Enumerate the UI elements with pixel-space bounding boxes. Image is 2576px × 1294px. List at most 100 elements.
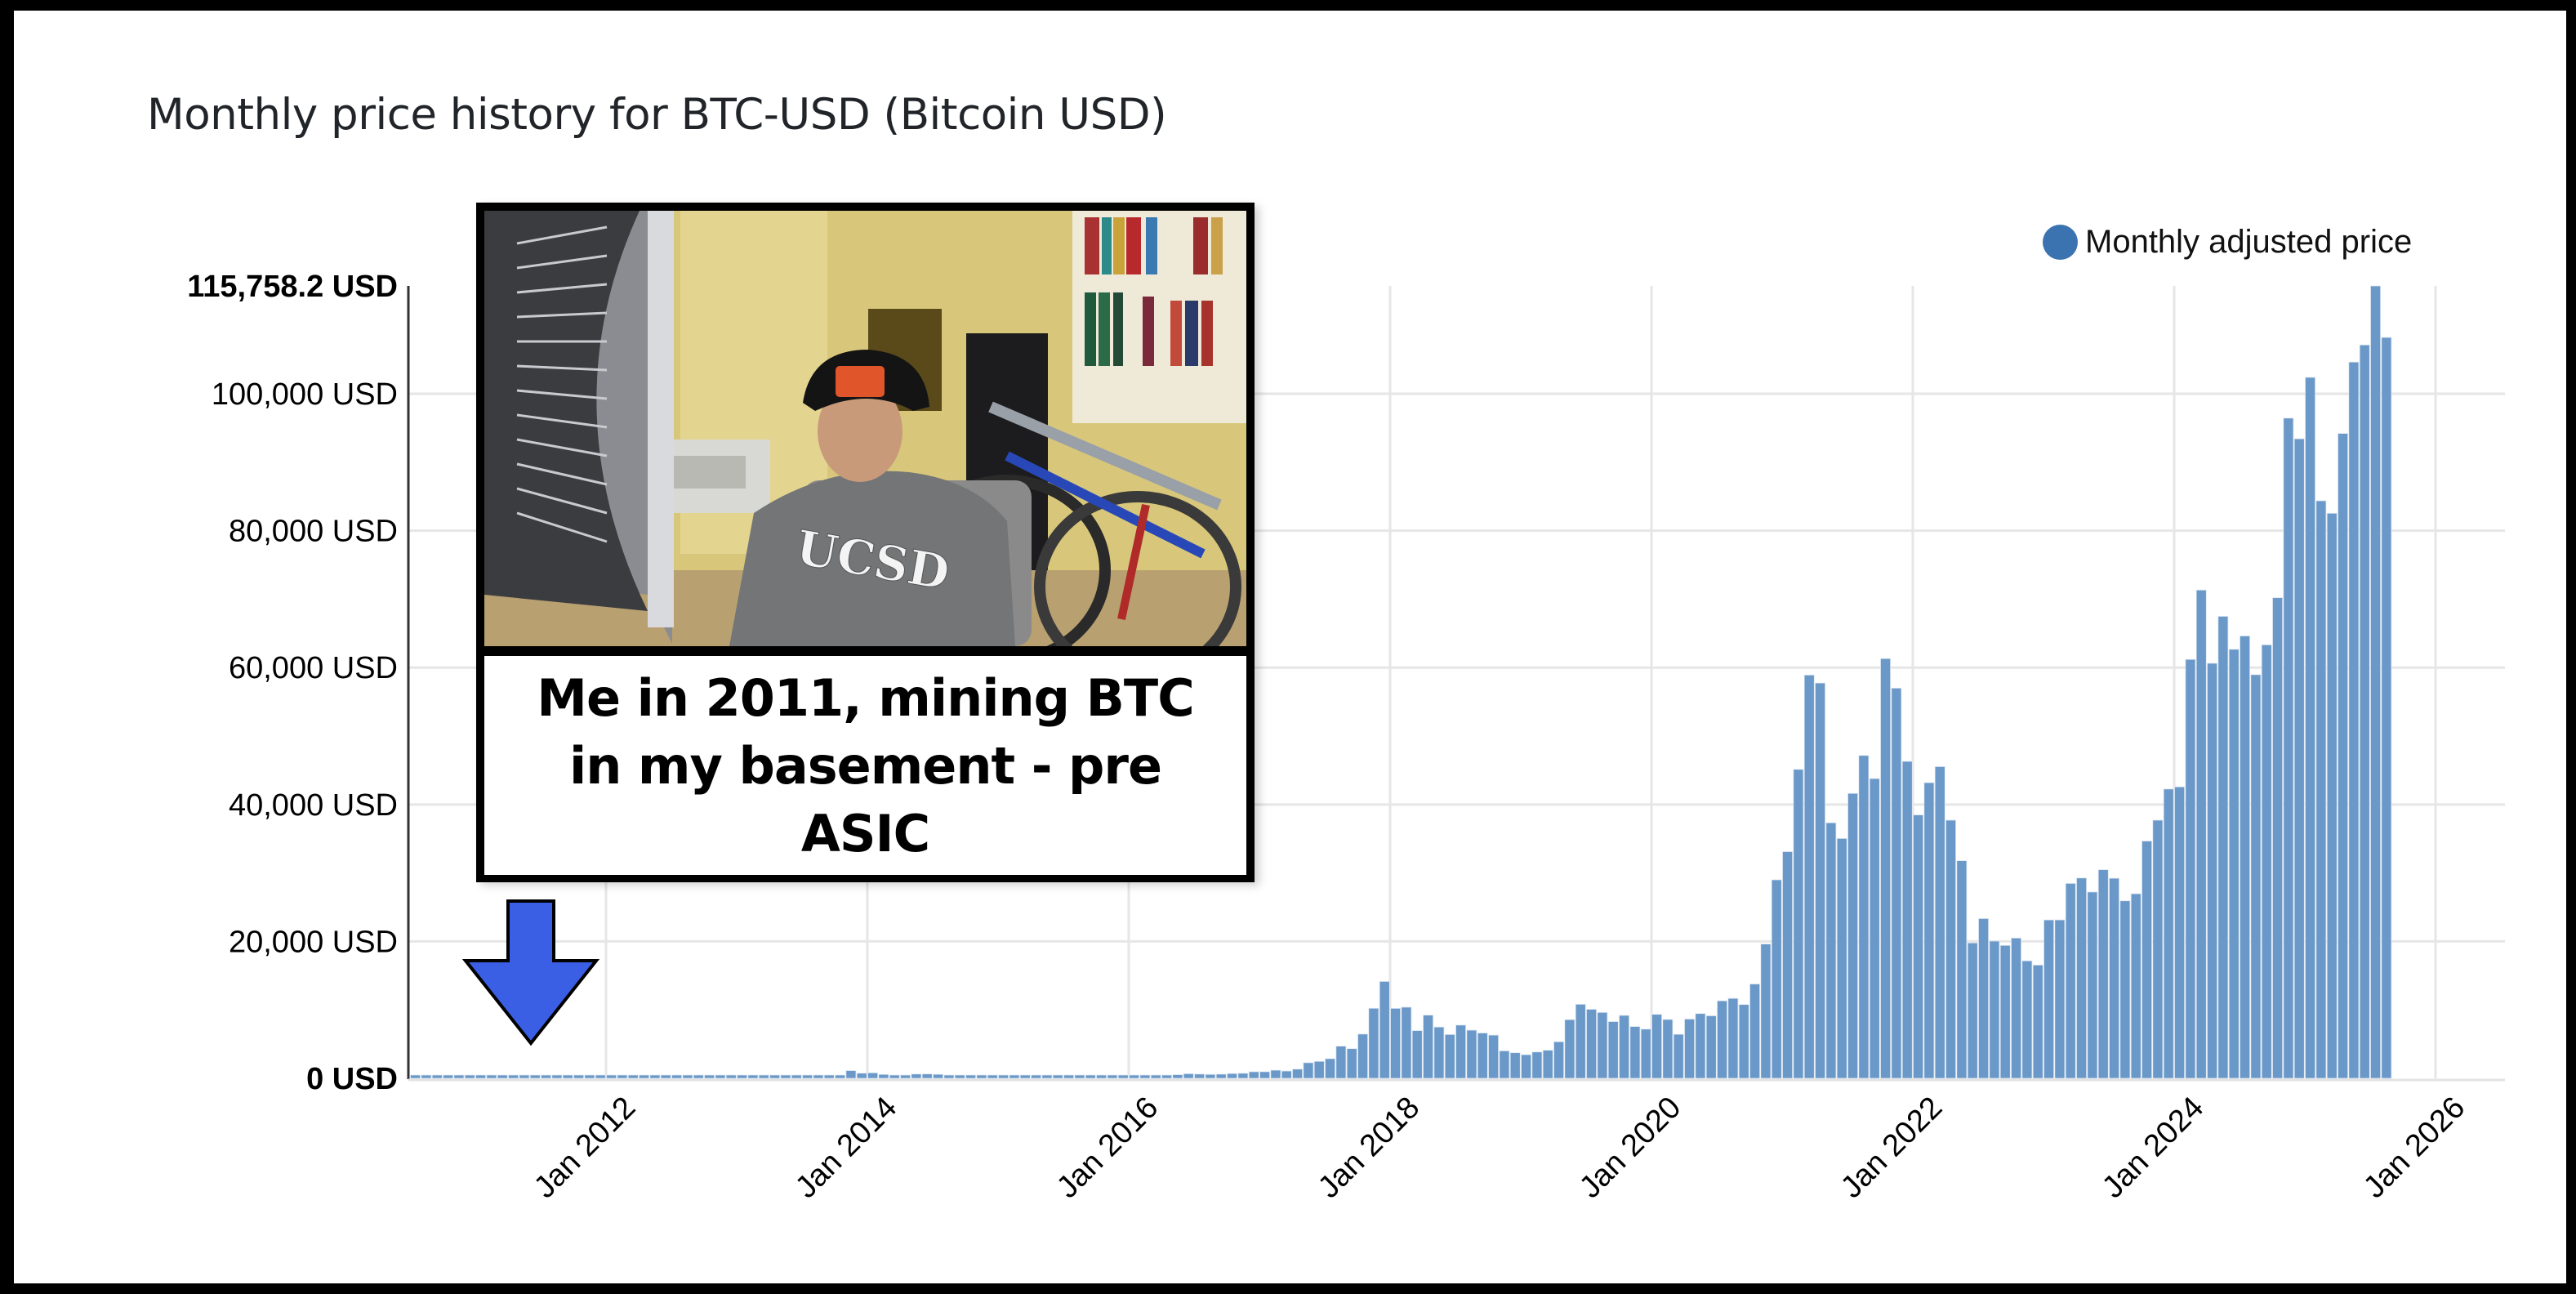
price-bar[interactable]	[856, 1073, 867, 1079]
price-bar[interactable]	[1270, 1069, 1281, 1079]
price-bar[interactable]	[1031, 1074, 1042, 1079]
price-bar[interactable]	[2119, 900, 2131, 1079]
price-bar[interactable]	[1738, 1004, 1749, 1079]
price-bar[interactable]	[529, 1074, 541, 1079]
price-bar[interactable]	[1227, 1073, 1238, 1079]
price-bar[interactable]	[1901, 761, 1913, 1079]
price-bar[interactable]	[1542, 1050, 1553, 1079]
price-bar[interactable]	[1346, 1048, 1357, 1079]
price-bar[interactable]	[1575, 1003, 1586, 1079]
price-bar[interactable]	[1107, 1074, 1118, 1079]
price-bar[interactable]	[835, 1074, 846, 1079]
price-bar[interactable]	[421, 1074, 432, 1079]
price-bar[interactable]	[2087, 891, 2098, 1079]
price-bar[interactable]	[1281, 1070, 1292, 1079]
price-bar[interactable]	[1869, 778, 1880, 1079]
price-bar[interactable]	[758, 1074, 769, 1079]
price-bar[interactable]	[769, 1074, 781, 1079]
price-bar[interactable]	[1379, 980, 1390, 1079]
price-bar[interactable]	[1433, 1026, 1445, 1079]
price-bar[interactable]	[2338, 433, 2349, 1079]
price-bar[interactable]	[1509, 1052, 1521, 1079]
price-bar[interactable]	[551, 1074, 563, 1079]
price-bar[interactable]	[541, 1074, 552, 1079]
price-bar[interactable]	[606, 1074, 617, 1079]
price-bar[interactable]	[2130, 893, 2141, 1079]
price-bar[interactable]	[1815, 682, 1826, 1079]
price-bar[interactable]	[1117, 1074, 1129, 1079]
price-bar[interactable]	[1717, 1000, 1728, 1079]
price-bar[interactable]	[1880, 658, 1892, 1079]
price-bar[interactable]	[900, 1074, 911, 1079]
price-bar[interactable]	[1477, 1033, 1488, 1079]
price-bar[interactable]	[2348, 361, 2360, 1079]
price-bar[interactable]	[2152, 819, 2164, 1079]
price-bar[interactable]	[2097, 869, 2109, 1079]
price-bar[interactable]	[2315, 500, 2327, 1079]
price-bar[interactable]	[2021, 960, 2033, 1079]
price-bar[interactable]	[725, 1074, 737, 1079]
price-bar[interactable]	[1183, 1073, 1194, 1079]
price-bar[interactable]	[1847, 792, 1859, 1079]
price-bar[interactable]	[802, 1074, 813, 1079]
price-bar[interactable]	[1150, 1074, 1161, 1079]
price-bar[interactable]	[1390, 1007, 1402, 1079]
price-bar[interactable]	[1749, 984, 1761, 1079]
price-bar[interactable]	[2305, 377, 2316, 1079]
price-bar[interactable]	[2381, 337, 2392, 1079]
price-bar[interactable]	[791, 1074, 802, 1079]
price-bar[interactable]	[1803, 674, 1815, 1079]
price-bar[interactable]	[1923, 782, 1935, 1079]
price-bar[interactable]	[1891, 687, 1902, 1079]
price-bar[interactable]	[1444, 1033, 1455, 1079]
price-bar[interactable]	[2283, 417, 2294, 1079]
price-bar[interactable]	[911, 1073, 922, 1079]
price-bar[interactable]	[1793, 769, 1804, 1079]
price-bar[interactable]	[2359, 344, 2370, 1079]
price-bar[interactable]	[2076, 877, 2088, 1079]
price-bar[interactable]	[1401, 1006, 1412, 1079]
price-bar[interactable]	[715, 1074, 726, 1079]
price-bar[interactable]	[921, 1073, 933, 1079]
price-bar[interactable]	[562, 1074, 573, 1079]
price-bar[interactable]	[1999, 944, 2011, 1079]
price-bar[interactable]	[943, 1074, 955, 1079]
price-bar[interactable]	[1041, 1074, 1053, 1079]
price-bar[interactable]	[410, 1074, 421, 1079]
price-bar[interactable]	[1052, 1074, 1063, 1079]
price-bar[interactable]	[1488, 1034, 1500, 1079]
price-bar[interactable]	[1325, 1058, 1336, 1079]
price-bar[interactable]	[573, 1074, 585, 1079]
price-bar[interactable]	[2185, 658, 2196, 1079]
price-bar[interactable]	[1205, 1073, 1216, 1079]
price-bar[interactable]	[1705, 1015, 1717, 1079]
price-bar[interactable]	[671, 1074, 683, 1079]
price-bar[interactable]	[1913, 814, 1924, 1079]
price-bar[interactable]	[1760, 944, 1772, 1079]
price-bar[interactable]	[1771, 879, 1782, 1079]
price-bar[interactable]	[933, 1073, 944, 1079]
price-bar[interactable]	[1978, 918, 1990, 1079]
price-bar[interactable]	[1161, 1074, 1173, 1079]
price-bar[interactable]	[1967, 942, 1978, 1079]
price-bar[interactable]	[1521, 1054, 1532, 1079]
price-bar[interactable]	[2250, 674, 2262, 1079]
price-bar[interactable]	[497, 1074, 508, 1079]
price-bar[interactable]	[747, 1074, 759, 1079]
price-bar[interactable]	[1096, 1074, 1108, 1079]
price-bar[interactable]	[998, 1074, 1009, 1079]
price-bar[interactable]	[1455, 1024, 1467, 1079]
price-bar[interactable]	[1215, 1073, 1227, 1079]
price-bar[interactable]	[965, 1074, 977, 1079]
price-bar[interactable]	[2141, 841, 2153, 1079]
price-bar[interactable]	[1607, 1021, 1619, 1079]
price-bar[interactable]	[1499, 1050, 1510, 1079]
price-bar[interactable]	[1237, 1073, 1249, 1079]
price-bar[interactable]	[1662, 1019, 1674, 1079]
price-bar[interactable]	[1858, 755, 1870, 1079]
price-bar[interactable]	[704, 1074, 715, 1079]
price-bar[interactable]	[1139, 1074, 1151, 1079]
price-bar[interactable]	[519, 1074, 530, 1079]
price-bar[interactable]	[682, 1074, 693, 1079]
price-bar[interactable]	[660, 1074, 671, 1079]
